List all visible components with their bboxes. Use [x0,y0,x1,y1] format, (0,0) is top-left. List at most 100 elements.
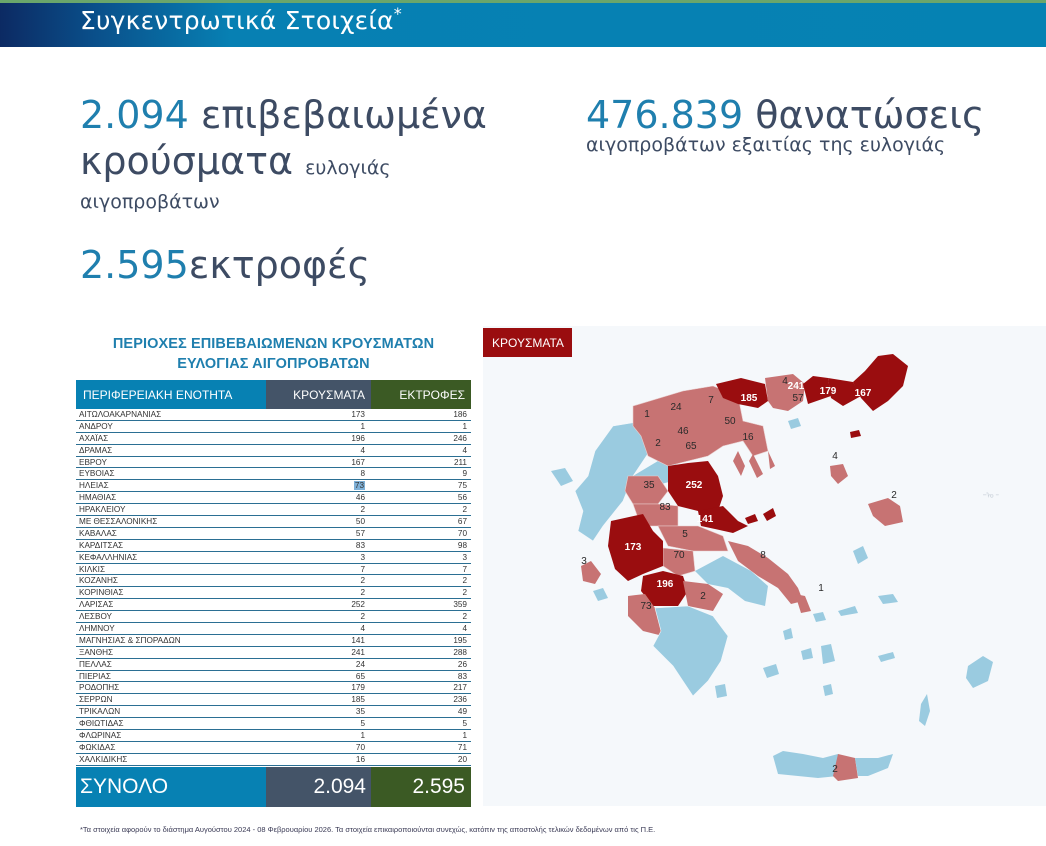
cell-cases: 179 [266,682,371,693]
cell-region: ΦΩΚΙΔΑΣ [79,742,116,752]
cell-cases-value: 185 [351,695,365,705]
stat-culls-label: θανατώσεις [755,93,985,137]
cell-region: ΚΟΖΑΝΗΣ [79,576,118,586]
island-milos [763,664,779,678]
table-row: ΜΕ ΘΕΣΣΑΛΟΝΙΚΗΣ 50 67 [76,516,471,528]
cell-cases-value: 50 [355,517,365,527]
map-region-label: 252 [686,480,703,491]
cell-cases: 57 [266,528,371,539]
map-region-label: 196 [657,579,674,590]
cell-cases-value: 65 [355,671,365,681]
cell-cases-value: 179 [351,683,365,693]
cell-cases: 50 [266,516,371,527]
cell-region: ΡΟΔΟΠΗΣ [79,683,120,693]
island-thasos [788,418,801,429]
table-row: ΑΙΤΩΛΟΑΚΑΡΝΑΝΙΑΣ 173 186 [76,409,471,421]
cell-farms: 217 [453,683,467,693]
cell-farms: 20 [457,754,467,764]
cell-cases: 8 [266,468,371,479]
region-crete-east [855,754,893,776]
cell-cases: 4 [266,445,371,456]
map-region-label: 173 [625,542,642,553]
cell-region: ΗΜΑΘΙΑΣ [79,493,117,503]
cell-cases-value: 1 [360,421,365,431]
region-viotia-attica [695,556,768,606]
header-cases: ΚΡΟΥΣΜΑΤΑ [266,380,371,409]
cell-cases: 3 [266,552,371,563]
cell-region: ΞΑΝΘΗΣ [79,647,114,657]
cell-farms: 288 [453,647,467,657]
island-lesvos [868,498,903,526]
cell-region: ΚΙΛΚΙΣ [79,564,106,574]
cell-cases: 7 [266,564,371,575]
cell-cases: 141 [266,635,371,646]
table-total-row: ΣΥΝΟΛΟ 2.094 2.595 [76,766,471,807]
cell-region: ΛΗΜΝΟΥ [79,624,115,634]
cell-farms: 2 [462,588,467,598]
map-region-label: 8 [760,550,766,561]
map-region-label: 73 [640,601,652,612]
table-row: ΦΛΩΡΙΝΑΣ 1 1 [76,730,471,742]
stat-cases-sub: αιγοπροβάτων [80,191,220,213]
table-row: ΠΙΕΡΙΑΣ 65 83 [76,671,471,683]
cell-cases-value: 7 [360,564,365,574]
cell-region: ΑΧΑΪΑΣ [79,433,109,443]
cell-region: ΕΒΡΟΥ [79,457,107,467]
table-row: ΠΕΛΛΑΣ 24 26 [76,659,471,671]
cell-cases-value: 196 [351,433,365,443]
table-row: ΚΑΡΔΙΤΣΑΣ 83 98 [76,540,471,552]
table-header: ΠΕΡΙΦΕΡΕΙΑΚΗ ΕΝΟΤΗΤΑ ΚΡΟΥΣΜΑΤΑ ΕΚΤΡΟΦΕΣ [76,380,471,409]
cell-farms: 1 [462,421,467,431]
cell-cases-value: 83 [355,540,365,550]
cell-cases: 196 [266,433,371,444]
cell-cases-value: 252 [351,600,365,610]
island-kos [878,652,895,662]
cell-farms: 9 [462,469,467,479]
cell-cases: 1 [266,421,371,432]
cell-farms: 359 [453,600,467,610]
region-heraklion [833,754,858,781]
stat-culls-sub: αιγοπροβάτων εξαιτίας της ευλογιάς [586,134,946,156]
cell-cases-value: 8 [360,469,365,479]
region-fthiotida [657,525,729,552]
region-crete-west [773,751,838,778]
region-sporades [745,508,776,524]
table-row: ΡΟΔΟΠΗΣ 179 217 [76,682,471,695]
cell-cases: 2 [266,587,371,598]
stat-farms-label: εκτροφές [188,243,370,287]
cases-table: ΠΕΡΙΦΕΡΕΙΑΚΗ ΕΝΟΤΗΤΑ ΚΡΟΥΣΜΑΤΑ ΕΚΤΡΟΦΕΣ … [76,380,471,807]
stat-cases-small: ευλογιάς [305,157,391,179]
stat-culls: 476.839 θανατώσεις αιγοπροβάτων εξαιτίας… [586,92,984,158]
cell-cases-value: 70 [355,742,365,752]
map-region-label: 35 [643,480,655,491]
cell-cases: 2 [266,575,371,586]
cell-cases: 173 [266,409,371,420]
cell-farms: 5 [462,719,467,729]
table-title-line2: ΕΥΛΟΓΙΑΣ ΑΙΓΟΠΡΟΒΑΤΩΝ [177,356,370,372]
cell-farms: 83 [457,671,467,681]
page-title: Συγκεντρωτικά Στοιχεία* [80,4,402,35]
cell-region: ΤΡΙΚΑΛΩΝ [79,707,121,717]
cell-cases-value: 2 [360,505,365,515]
island-corfu [551,468,573,486]
stat-culls-value: 476.839 [586,93,744,137]
cell-cases-value: 141 [351,635,365,645]
table-row: ΞΑΝΘΗΣ 241 288 [76,647,471,659]
map-region-label: 5 [682,529,688,540]
cell-farms: 26 [457,659,467,669]
island-ikaria [838,606,858,616]
cell-farms: 2 [462,612,467,622]
table-row: ΛΗΜΝΟΥ 4 4 [76,623,471,635]
table-row: ΛΑΡΙΣΑΣ 252 359 [76,599,471,612]
region-rodopi [828,378,861,406]
stat-farms: 2.595εκτροφές [80,242,370,288]
cell-region: ΗΛΕΙΑΣ [79,481,109,491]
region-aitoloakarnania [608,514,663,581]
map-region-label: 7 [708,395,714,406]
cell-cases-value: 46 [355,493,365,503]
cell-cases: 1 [266,730,371,741]
island-tinos [813,612,826,622]
table-row: ΚΙΛΚΙΣ 7 7 [76,564,471,576]
cell-farms: 236 [453,695,467,705]
